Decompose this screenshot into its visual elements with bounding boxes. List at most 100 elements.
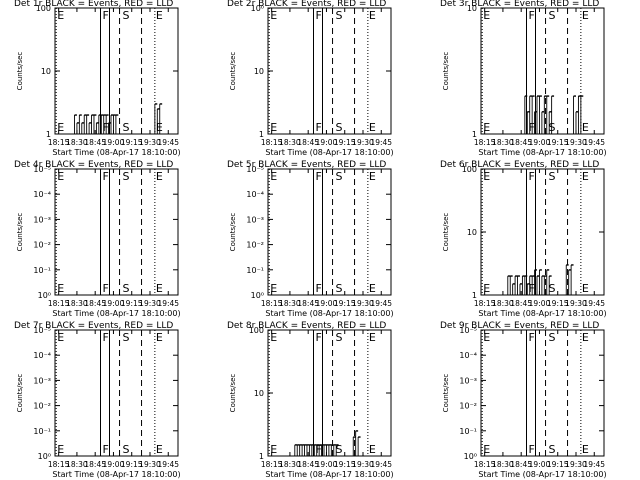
- x-tick-label: 18:30: [66, 138, 88, 147]
- chart-panel: Det 8r BLACK = Events, RED = LLD18:1518:…: [227, 321, 394, 479]
- x-tick-label: 19:30: [565, 460, 587, 469]
- eclipse-marker: E: [270, 443, 277, 456]
- eclipse-marker: E: [156, 282, 163, 295]
- saa-marker: S: [336, 121, 343, 134]
- x-tick-label: 18:15: [48, 460, 70, 469]
- eclipse-marker: E: [483, 331, 490, 344]
- x-tick-label: 19:00: [316, 299, 338, 308]
- eclipse-marker: E: [156, 443, 163, 456]
- chart-panel: Det 5r BLACK = Events, RED = LLD18:1518:…: [227, 160, 394, 318]
- chart-title: Det 2r BLACK = Events, RED = LLD: [227, 0, 386, 9]
- x-axis-label: Start Time (08-Apr-17 18:10:00): [478, 148, 606, 157]
- plot-frame: [54, 329, 179, 457]
- flare-marker: F: [315, 9, 321, 22]
- x-tick-label: 19:30: [352, 138, 374, 147]
- chart-panel: Det 7r BLACK = Events, RED = LLD 18:15 18:…: [14, 321, 181, 479]
- x-tick-label: 18:30: [279, 138, 301, 147]
- x-tick-label: 19:00: [529, 299, 551, 308]
- x-tick-label: 18:30: [66, 299, 88, 308]
- x-tick-label: 18:15: [474, 460, 496, 469]
- x-tick-label: 18:15: [48, 299, 70, 308]
- flare-marker: F: [315, 121, 321, 134]
- chart-title: Det 9r BLACK = Events, RED = LLD: [440, 321, 599, 331]
- x-tick-label: 19:30: [352, 460, 374, 469]
- saa-marker: S: [123, 121, 130, 134]
- plot-frame: [267, 7, 392, 135]
- plot-frame: [267, 168, 392, 296]
- flare-marker: F: [315, 443, 321, 456]
- plot-frame: [480, 329, 605, 457]
- eclipse-marker: E: [57, 170, 64, 183]
- eclipse-marker: E: [582, 443, 589, 456]
- y-axis-label: Counts/sec: [442, 213, 450, 252]
- x-tick-label: 19:45: [583, 460, 605, 469]
- chart-title: Det 4r BLACK = Events, RED = LLD: [14, 160, 173, 170]
- x-tick-label: 19:45: [583, 138, 605, 147]
- y-axis-label: Counts/sec: [229, 374, 237, 413]
- x-tick-label: 19:45: [157, 460, 179, 469]
- y-axis-label: Counts/sec: [229, 213, 237, 252]
- y-tick-label: 10⁻⁴: [33, 190, 51, 199]
- x-axis-label: Start Time (08-Apr-17 18:10:00): [52, 470, 180, 479]
- x-tick-label: 19:45: [157, 299, 179, 308]
- eclipse-marker: E: [57, 9, 64, 22]
- y-axis-label: Counts/sec: [442, 374, 450, 413]
- y-tick-label: 10: [254, 389, 264, 398]
- y-tick-label: 10⁻⁴: [459, 351, 477, 360]
- eclipse-marker: E: [483, 170, 490, 183]
- x-tick-label: 18:15: [261, 138, 283, 147]
- y-axis-label: Counts/sec: [16, 52, 24, 91]
- chart-panel: Det 2r BLACK = Events, RED = LLD 18:1518:…: [227, 0, 394, 157]
- x-tick-label: 19:00: [316, 138, 338, 147]
- x-tick-label: 19:00: [316, 460, 338, 469]
- y-tick-label: 10⁰: [464, 452, 477, 461]
- chart-panel: Det 9r BLACK = Events, RED = LLD 18:1518:…: [440, 321, 607, 479]
- x-axis-label: Start Time (08-Apr-17 18:10:00): [265, 148, 393, 157]
- y-tick-label: 10⁻²: [459, 402, 477, 411]
- x-tick-label: 18:45: [297, 299, 319, 308]
- eclipse-marker: E: [582, 282, 589, 295]
- flare-marker: F: [315, 282, 321, 295]
- y-tick-label: 10⁻¹: [246, 266, 264, 275]
- saa-marker: S: [549, 282, 556, 295]
- x-axis-label: Start Time (08-Apr-17 18:10:00): [478, 470, 606, 479]
- x-tick-label: 19:30: [139, 138, 161, 147]
- saa-marker: S: [549, 443, 556, 456]
- chart-title: Det 7r BLACK = Events, RED = LLD: [14, 321, 173, 331]
- y-tick-label: 1: [259, 452, 264, 461]
- flare-marker: F: [315, 331, 321, 344]
- y-tick-label: 10⁰: [38, 291, 51, 300]
- y-axis-label: Counts/sec: [229, 52, 237, 91]
- x-tick-label: 19:00: [103, 460, 125, 469]
- x-tick-label: 19:30: [352, 299, 374, 308]
- eclipse-marker: E: [582, 9, 589, 22]
- saa-marker: S: [123, 170, 130, 183]
- saa-marker: S: [336, 170, 343, 183]
- x-tick-label: 19:15: [547, 138, 569, 147]
- y-tick-label: 10: [254, 67, 264, 76]
- x-tick-label: 19:15: [334, 460, 356, 469]
- eclipse-marker: E: [57, 331, 64, 344]
- saa-marker: S: [549, 170, 556, 183]
- eclipse-marker: E: [270, 121, 277, 134]
- x-axis-label: Start Time (08-Apr-17 18:10:00): [52, 309, 180, 318]
- x-tick-label: 19:45: [370, 138, 392, 147]
- y-tick-label: 10: [41, 67, 51, 76]
- x-tick-label: 18:30: [492, 460, 514, 469]
- eclipse-marker: E: [270, 282, 277, 295]
- saa-marker: S: [123, 331, 130, 344]
- x-tick-label: 19:15: [121, 138, 143, 147]
- x-tick-label: 19:00: [103, 299, 125, 308]
- x-tick-label: 19:30: [565, 299, 587, 308]
- y-tick-label: 100: [249, 326, 264, 335]
- x-tick-label: 19:45: [157, 138, 179, 147]
- chart-panel: Det 3r BLACK = Events, RED = LLD18:1518:…: [440, 0, 607, 157]
- x-tick-label: 18:45: [84, 299, 106, 308]
- x-tick-label: 18:15: [48, 138, 70, 147]
- x-tick-label: 19:15: [547, 460, 569, 469]
- y-tick-label: 10⁻⁵: [459, 326, 477, 335]
- plot-frame: [54, 168, 179, 296]
- eclipse-marker: E: [57, 443, 64, 456]
- x-tick-label: 18:45: [84, 460, 106, 469]
- chart-title: Det 8r BLACK = Events, RED = LLD: [227, 321, 386, 331]
